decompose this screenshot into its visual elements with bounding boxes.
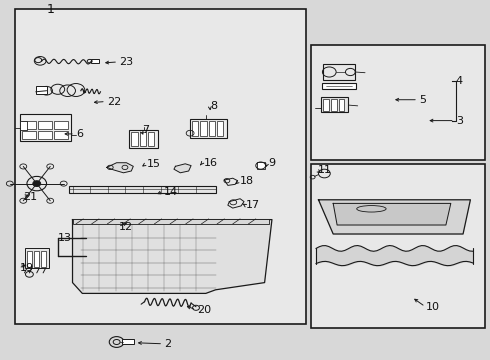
Bar — [331, 99, 337, 111]
Bar — [322, 83, 356, 89]
Bar — [209, 121, 215, 136]
Bar — [321, 97, 348, 112]
Bar — [131, 132, 138, 146]
Polygon shape — [333, 203, 451, 225]
Text: 14: 14 — [164, 186, 178, 197]
Text: 9: 9 — [269, 158, 276, 168]
Bar — [38, 131, 52, 139]
Bar — [20, 121, 27, 130]
Text: 23: 23 — [119, 57, 133, 67]
Text: 16: 16 — [203, 158, 218, 168]
Bar — [22, 131, 36, 139]
Bar — [20, 114, 71, 141]
Bar — [91, 59, 99, 63]
Polygon shape — [174, 164, 191, 173]
Text: 19: 19 — [20, 263, 34, 273]
Bar — [140, 132, 146, 146]
Bar — [73, 219, 269, 224]
Bar — [36, 86, 47, 94]
Bar — [34, 251, 39, 267]
Text: 8: 8 — [211, 101, 218, 111]
Bar — [311, 164, 485, 328]
Bar — [122, 339, 134, 344]
Text: 20: 20 — [197, 305, 211, 315]
Bar — [257, 162, 265, 169]
Text: 12: 12 — [119, 222, 133, 232]
Bar — [129, 130, 158, 148]
Text: 5: 5 — [419, 95, 426, 105]
Bar — [54, 131, 68, 139]
Text: 7: 7 — [142, 125, 149, 135]
Text: 3: 3 — [456, 116, 463, 126]
Circle shape — [33, 181, 41, 186]
Bar — [323, 64, 355, 80]
Bar — [54, 121, 68, 129]
Text: 11: 11 — [318, 165, 332, 175]
Text: 4: 4 — [456, 76, 463, 86]
Text: 10: 10 — [426, 302, 441, 312]
Bar — [69, 186, 216, 193]
Bar — [339, 99, 344, 111]
Polygon shape — [107, 163, 133, 173]
Bar — [41, 251, 46, 267]
Bar — [148, 132, 154, 146]
Text: 6: 6 — [76, 129, 83, 139]
Bar — [190, 119, 227, 138]
Polygon shape — [73, 220, 272, 293]
Polygon shape — [318, 200, 470, 234]
Bar — [27, 251, 32, 267]
Text: 15: 15 — [147, 159, 161, 169]
Bar — [25, 248, 49, 268]
Bar — [200, 121, 207, 136]
Bar — [192, 121, 198, 136]
Text: 1: 1 — [47, 3, 54, 15]
Text: 18: 18 — [240, 176, 254, 186]
Bar — [22, 121, 36, 129]
Bar — [311, 45, 485, 160]
Bar — [38, 121, 52, 129]
Text: 2: 2 — [164, 339, 171, 349]
Text: 17: 17 — [246, 200, 260, 210]
Text: 22: 22 — [107, 96, 121, 107]
Bar — [323, 99, 329, 111]
Text: 21: 21 — [24, 192, 38, 202]
Text: 13: 13 — [58, 233, 72, 243]
Bar — [15, 9, 306, 324]
Bar — [217, 121, 223, 136]
